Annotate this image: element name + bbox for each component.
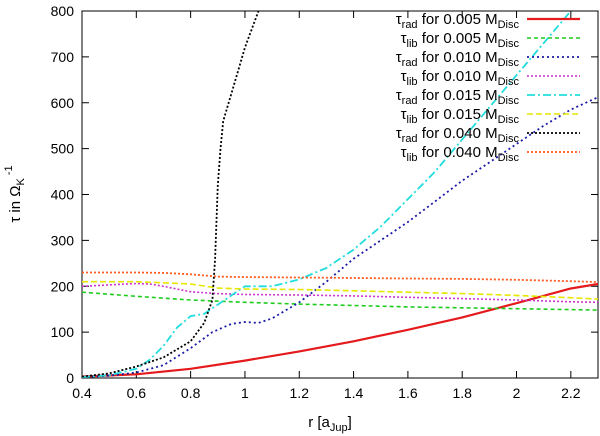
- axis-ticks: 0.4 0.6 0.8 1 1.2 1.4 1.6 1.8 2 2.2 0 100 200 300 400 5…: [51, 3, 598, 401]
- legend-label-7: τrad for 0.040 MDisc: [396, 125, 520, 145]
- y-axis-title: τ in ΩK -1: [3, 165, 27, 222]
- series-lines: [82, 11, 598, 378]
- series-line-3: [82, 96, 598, 378]
- svg-text:τ in ΩK -1: τ in ΩK -1: [3, 165, 27, 222]
- x-tick-label: 1.6: [398, 385, 418, 401]
- y-tick-label: 100: [51, 324, 75, 340]
- x-tick-label: 0.6: [127, 385, 147, 401]
- series-line-7: [82, 11, 260, 378]
- x-tick-label: 1.4: [344, 385, 364, 401]
- series-line-1: [82, 282, 598, 378]
- legend-label-3: τrad for 0.010 MDisc: [396, 49, 520, 69]
- x-tick-label: 1: [241, 385, 249, 401]
- y-tick-label: 400: [51, 187, 75, 203]
- legend-label-6: τlib for 0.015 MDisc: [401, 106, 520, 126]
- legend-label-4: τlib for 0.010 MDisc: [401, 68, 520, 88]
- x-tick-label: 1.8: [452, 385, 472, 401]
- legend-label-5: τrad for 0.015 MDisc: [396, 87, 520, 107]
- series-line-8: [82, 271, 598, 283]
- y-tick-label: 700: [51, 49, 75, 65]
- series-line-5: [82, 11, 572, 378]
- y-tick-label: 300: [51, 232, 75, 248]
- legend-label-1: τrad for 0.005 MDisc: [396, 11, 520, 31]
- x-tick-label: 2: [513, 385, 521, 401]
- x-tick-label: 0.8: [181, 385, 201, 401]
- x-axis-title: r [aJup]: [308, 414, 352, 434]
- plot-frame: [81, 10, 599, 379]
- y-tick-label: 500: [51, 141, 75, 157]
- y-tick-label: 600: [51, 95, 75, 111]
- x-tick-label: 1.2: [290, 385, 310, 401]
- y-tick-label: 0: [66, 370, 74, 386]
- series-line-4: [82, 282, 598, 304]
- series-line-6: [82, 280, 598, 300]
- legend-label-8: τlib for 0.040 MDisc: [401, 144, 520, 164]
- y-tick-label: 200: [51, 278, 75, 294]
- x-tick-label: 0.4: [72, 385, 92, 401]
- x-tick-label: 2.2: [561, 385, 581, 401]
- y-tick-label: 800: [51, 3, 75, 19]
- legend-label-2: τlib for 0.005 MDisc: [401, 30, 520, 50]
